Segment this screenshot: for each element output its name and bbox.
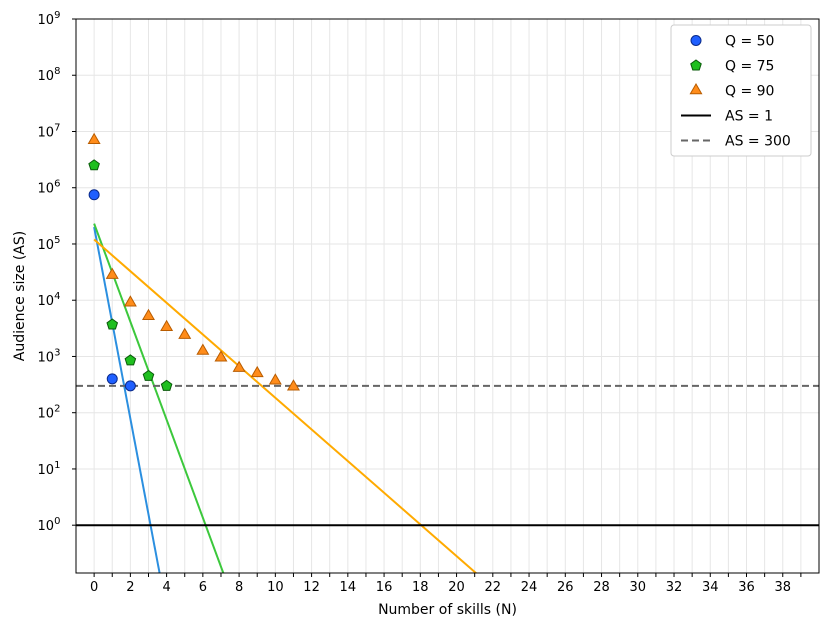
legend-label: AS = 300	[725, 134, 791, 150]
data-point	[160, 319, 174, 332]
x-tick-label: 0	[90, 580, 98, 595]
y-tick-label: 103	[38, 347, 61, 365]
data-point	[88, 159, 100, 171]
data-point	[286, 379, 300, 391]
data-point	[106, 373, 118, 385]
data-point	[160, 379, 173, 391]
y-tick-label: 104	[38, 291, 61, 309]
legend-marker	[689, 83, 703, 95]
y-axis-label: Audience size (AS)	[12, 231, 28, 361]
legend-label: Q = 90	[725, 84, 774, 100]
x-tick-label: 2	[126, 580, 134, 595]
x-axis-label: Number of skills (N)	[378, 602, 517, 618]
x-tick-label: 30	[630, 580, 647, 595]
x-tick-label: 32	[666, 580, 683, 595]
data-point	[142, 369, 155, 381]
x-tick-label: 38	[774, 580, 791, 595]
data-point	[123, 295, 137, 307]
legend: Q = 50 Q = 75 Q = 90 AS = 1 AS = 300	[670, 24, 812, 157]
x-tick-label: 6	[199, 580, 207, 595]
x-tick-label: 22	[485, 580, 502, 595]
fit-line	[93, 223, 225, 573]
grid	[76, 18, 819, 573]
data-point	[196, 343, 210, 355]
x-tick-label: 16	[376, 580, 393, 595]
data-point	[141, 308, 155, 320]
y-tick-label: 102	[38, 404, 61, 422]
x-tick-label: 20	[448, 580, 465, 595]
data-point	[250, 365, 264, 378]
x-tick-label: 26	[557, 580, 574, 595]
x-tick-label: 4	[162, 580, 170, 595]
legend-marker	[690, 59, 702, 71]
y-tick-label: 109	[38, 10, 61, 28]
x-tick-label: 24	[521, 580, 538, 595]
legend-label: AS = 1	[725, 109, 773, 125]
legend-label: Q = 50	[725, 34, 774, 50]
fit-line	[93, 226, 161, 573]
y-tick-label: 105	[38, 235, 61, 253]
data-point	[268, 373, 282, 385]
legend-box	[670, 24, 812, 157]
legend-marker	[690, 35, 702, 46]
legend-label: Q = 75	[725, 59, 774, 75]
x-tick-label: 36	[738, 580, 755, 595]
y-tick-label: 106	[38, 179, 61, 197]
data-point	[87, 132, 101, 144]
data-point	[124, 354, 137, 366]
data-point	[214, 350, 228, 362]
data-point	[88, 189, 100, 201]
data-point	[105, 267, 119, 279]
x-tick-label: 34	[702, 580, 719, 595]
x-ticks: 0 2 4 6 8 10 12 14 16 18 20 22 24 26 28 30 32 34 36 38	[90, 573, 802, 595]
y-tick-label: 107	[38, 122, 61, 140]
x-tick-label: 28	[593, 580, 610, 595]
y-tick-label: 108	[38, 66, 61, 84]
y-ticks: 100 101 102 103 104 105 106 107 108 109	[38, 10, 76, 534]
x-tick-label: 18	[412, 580, 429, 595]
data-point	[232, 360, 246, 372]
x-tick-label: 8	[235, 580, 243, 595]
reference-lines	[76, 384, 819, 527]
data-point	[106, 318, 119, 330]
x-tick-label: 12	[303, 580, 320, 595]
data-points	[87, 132, 300, 392]
x-tick-label: 14	[340, 580, 357, 595]
x-tick-label: 10	[267, 580, 284, 595]
plot-frame	[75, 18, 820, 574]
y-tick-label: 100	[38, 516, 61, 534]
y-tick-label: 101	[38, 460, 61, 478]
data-point	[178, 327, 192, 339]
data-point	[124, 380, 136, 392]
